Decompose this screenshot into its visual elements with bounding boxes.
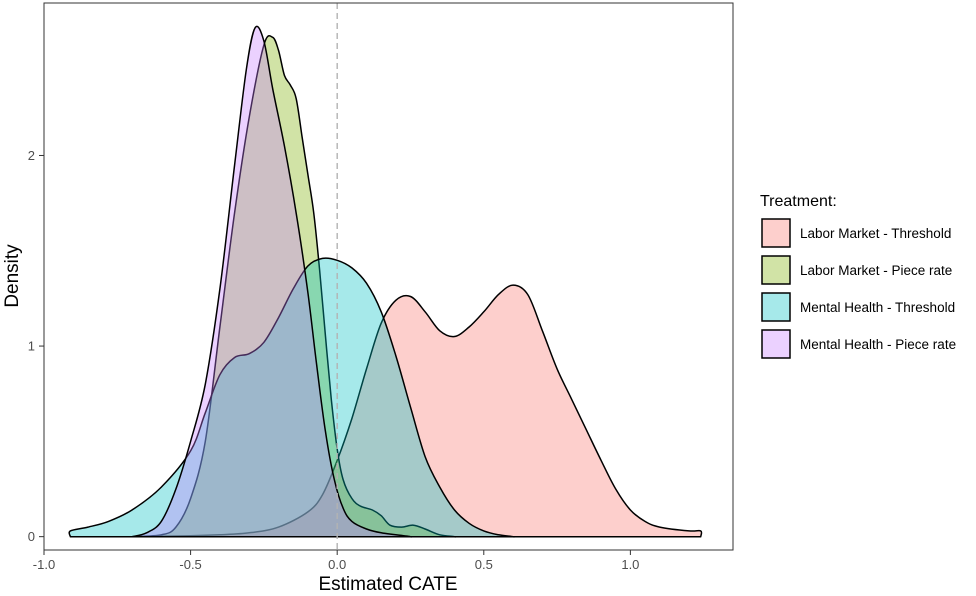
x-tick-label: 0.5 xyxy=(475,557,493,572)
legend-title: Treatment: xyxy=(760,193,837,210)
density-series-layer xyxy=(68,25,703,538)
density-area-3 xyxy=(68,257,515,538)
x-tick-label: 0.0 xyxy=(328,557,346,572)
legend-swatch xyxy=(761,218,791,248)
density-area-4 xyxy=(131,25,413,538)
y-tick-label: 2 xyxy=(28,148,35,163)
y-axis-title: Density xyxy=(2,244,23,308)
y-axis: 0 1 2 xyxy=(28,148,44,544)
x-axis: -1.0 -0.5 0.0 0.5 1.0 xyxy=(33,550,639,572)
plot-panel-border xyxy=(43,2,734,551)
legend-label: Labor Market - Threshold xyxy=(800,226,951,241)
x-tick-label: -0.5 xyxy=(179,557,201,572)
x-tick-label: 1.0 xyxy=(621,557,639,572)
density-area-2 xyxy=(131,35,457,538)
legend: Treatment: Labor Market - Threshold Labor… xyxy=(760,193,956,359)
legend-label: Labor Market - Piece rate xyxy=(800,263,952,278)
density-area-1 xyxy=(140,284,703,538)
legend-label: Mental Health - Threshold xyxy=(800,300,955,315)
legend-swatch xyxy=(761,329,791,359)
x-axis-title: Estimated CATE xyxy=(318,574,457,595)
plot-panel-background xyxy=(44,3,733,550)
y-tick-label: 1 xyxy=(28,339,35,354)
x-tick-label: -1.0 xyxy=(33,557,55,572)
y-tick-label: 0 xyxy=(28,529,35,544)
legend-swatch xyxy=(761,255,791,285)
legend-label: Mental Health - Piece rate xyxy=(800,337,956,352)
legend-swatch xyxy=(761,292,791,322)
